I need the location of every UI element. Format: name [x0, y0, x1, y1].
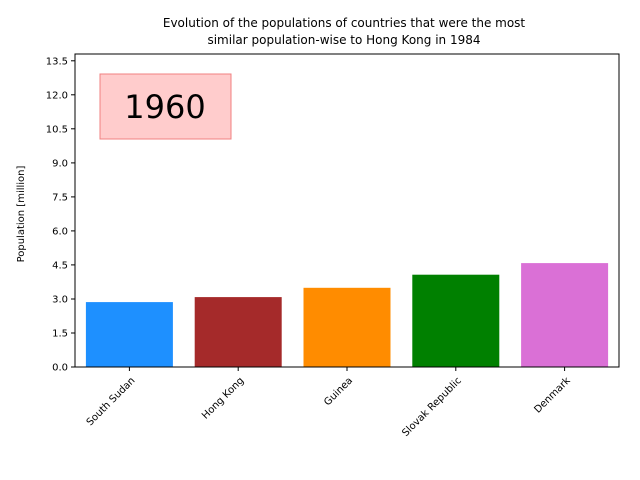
y-tick-label: 1.5 [52, 329, 68, 340]
plot-frame [74, 53, 620, 368]
year-label-box [99, 73, 232, 140]
y-tick-label: 0.0 [52, 363, 68, 374]
y-axis-label: Population [million] [16, 165, 27, 262]
y-tick-label: 6.0 [52, 226, 68, 237]
year-label: 1960 [124, 88, 205, 126]
bar-denmark [521, 263, 609, 367]
chart-title-line-1: Evolution of the populations of countrie… [163, 16, 526, 30]
y-tick-label: 9.0 [52, 158, 68, 169]
bars-group [85, 263, 609, 367]
bar-slovak-republic [412, 274, 500, 367]
y-tick-label: 12.0 [46, 90, 68, 101]
bar-south-sudan [85, 302, 173, 367]
y-tick-label: 3.0 [52, 295, 68, 306]
y-tick-label: 4.5 [52, 260, 68, 271]
y-tick-label: 13.5 [46, 56, 68, 67]
chart-title-line-2: similar population-wise to Hong Kong in … [207, 33, 480, 47]
bar-hong-kong [194, 297, 282, 367]
y-tick-label: 10.5 [46, 124, 68, 135]
y-ticks-group: 0.0 1.5 3.0 4.5 6.0 7.5 9.0 10.5 12.0 13.5 [46, 56, 75, 374]
y-tick-label: 7.5 [52, 192, 68, 203]
bar-guinea [303, 287, 391, 367]
